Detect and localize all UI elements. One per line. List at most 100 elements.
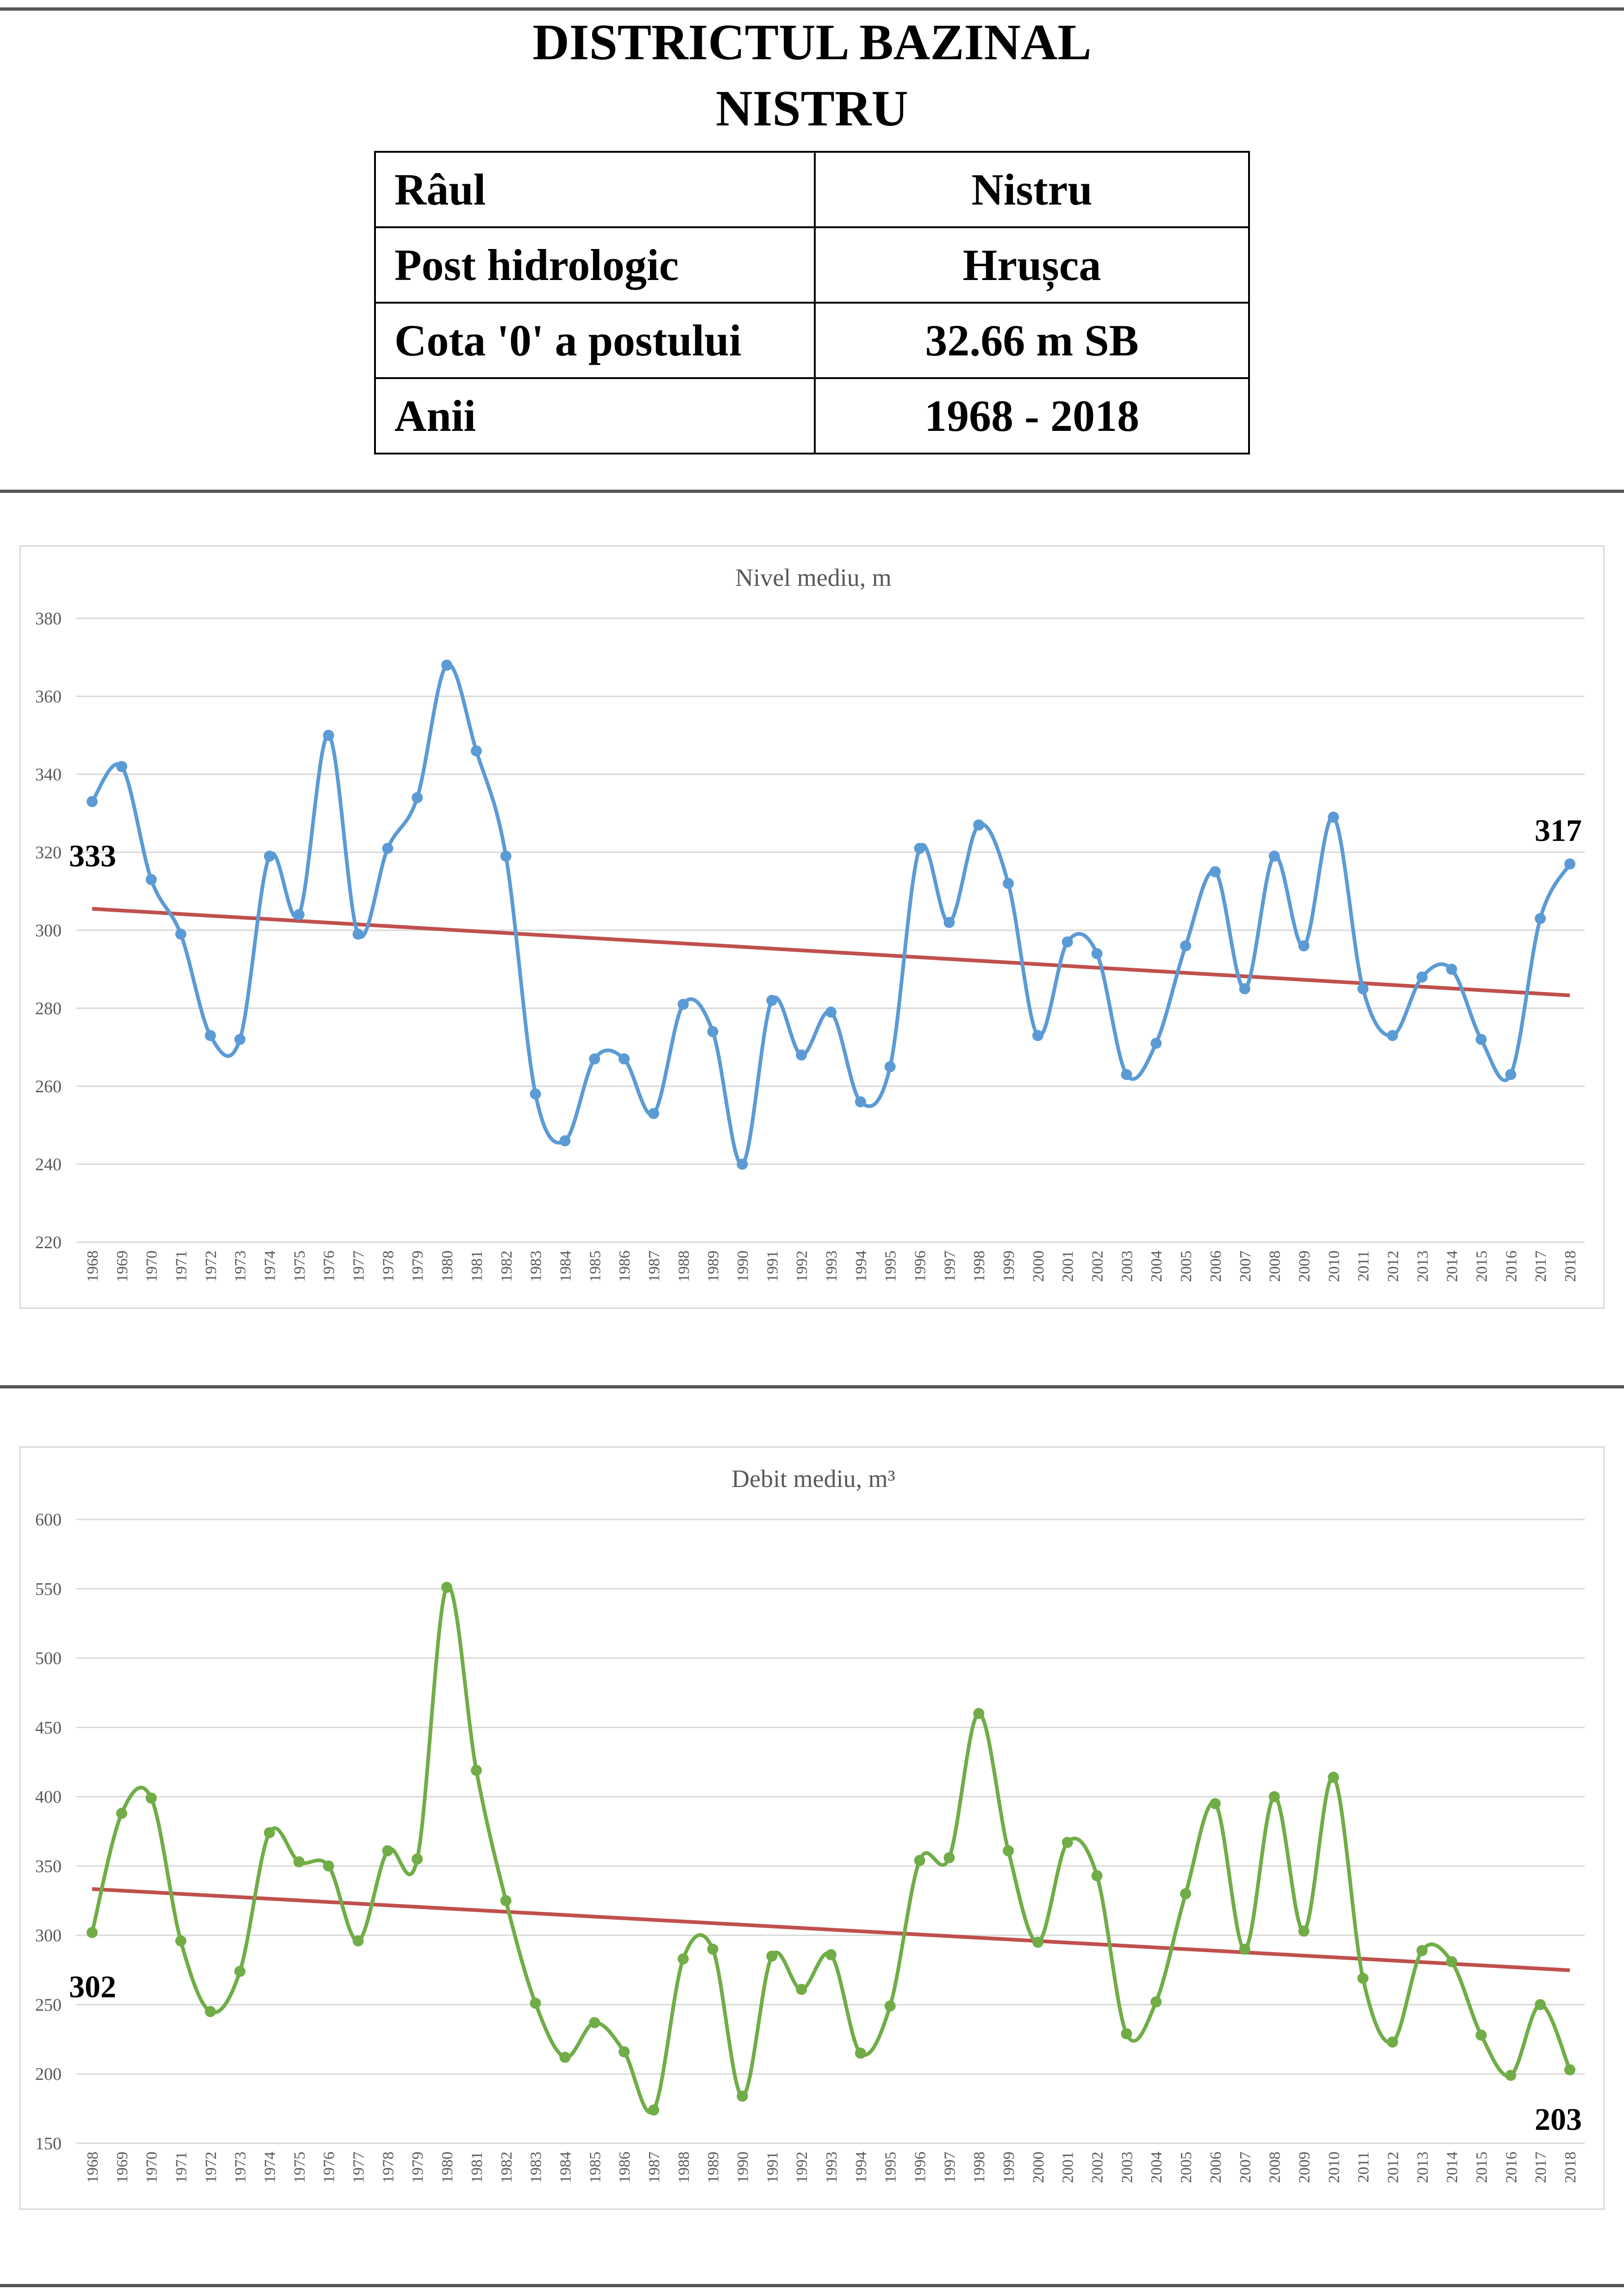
x-tick-label: 1996 (912, 2152, 929, 2183)
x-tick-label: 1976 (321, 2152, 338, 2183)
data-point (1416, 971, 1428, 983)
x-tick-label: 1979 (409, 1251, 426, 1282)
data-point (1475, 1033, 1487, 1045)
data-point (1032, 1936, 1043, 1948)
y-tick-label: 220 (35, 1233, 62, 1252)
table-row: Cota '0' a postului 32.66 m SB (374, 302, 1250, 379)
level-chart-svg: Nivel mediu, m 220 240 260 280 300 320 340 360 38… (35, 564, 1585, 1282)
level-chart: Nivel mediu, m 220 240 260 280 300 320 340 360 38… (19, 545, 1605, 1309)
data-point (1121, 1069, 1132, 1080)
data-point (855, 2047, 866, 2059)
data-point (1268, 850, 1280, 862)
x-tick-label: 1987 (646, 1251, 663, 1282)
data-point (1298, 1925, 1310, 1937)
row-value-datum: 32.66 m SB (814, 302, 1250, 379)
x-tick-label: 2015 (1473, 2152, 1490, 2183)
data-point (796, 1049, 807, 1061)
y-tick-label: 280 (35, 999, 62, 1019)
x-tick-label: 2013 (1414, 2152, 1431, 2183)
x-tick-label: 1995 (882, 1251, 899, 1282)
trend-line (92, 1887, 1570, 1972)
data-point (1209, 866, 1221, 877)
section-rule-1 (0, 490, 1624, 493)
x-tick-label: 1994 (853, 2152, 870, 2183)
x-tick-label: 1978 (380, 1251, 397, 1282)
value-annotation: 203 (1535, 2102, 1582, 2137)
data-point (1475, 2029, 1487, 2041)
x-tick-label: 2001 (1060, 2152, 1077, 2183)
data-point (352, 928, 364, 940)
data-point (914, 843, 925, 854)
row-value-river: Nistru (814, 151, 1250, 228)
x-tick-label: 1985 (587, 1251, 604, 1282)
value-annotation: 317 (1535, 813, 1582, 848)
x-tick-label: 1991 (764, 2152, 781, 2183)
x-tick-label: 1980 (439, 2152, 456, 2183)
x-tick-label: 1981 (468, 2152, 486, 2183)
series-line (90, 1584, 1572, 2115)
data-point (441, 1581, 453, 1593)
data-point (914, 1854, 925, 1866)
data-point (530, 1997, 541, 2009)
x-tick-label: 1968 (84, 1251, 101, 1282)
x-tick-label: 2017 (1532, 1251, 1549, 1282)
data-point (737, 2091, 748, 2102)
data-point (884, 1061, 896, 1072)
y-tick-label: 500 (35, 1649, 62, 1668)
x-tick-label: 2002 (1089, 2152, 1106, 2183)
data-point (677, 1953, 689, 1965)
data-point (1091, 948, 1103, 959)
data-point (1357, 1972, 1369, 1984)
data-point (145, 874, 157, 885)
x-tick-label: 1974 (262, 2152, 279, 2183)
data-point (264, 850, 275, 862)
data-point (293, 1856, 305, 1867)
top-rule (0, 7, 1624, 11)
x-tick-label: 2012 (1385, 2152, 1402, 2183)
data-point (264, 1827, 275, 1838)
data-point (234, 1033, 246, 1045)
x-tick-label: 2014 (1444, 2152, 1461, 2183)
data-point (1268, 1791, 1280, 1803)
y-tick-label: 550 (35, 1580, 62, 1599)
x-tick-label: 2013 (1414, 1251, 1431, 1282)
x-tick-label: 1976 (321, 1251, 338, 1282)
y-tick-label: 450 (35, 1718, 62, 1737)
data-point (1446, 964, 1457, 975)
x-tick-label: 2009 (1296, 2152, 1313, 2183)
x-tick-label: 1985 (587, 2152, 604, 2183)
x-tick-label: 2005 (1178, 2152, 1195, 2183)
data-point (175, 1935, 187, 1947)
data-point (1150, 1038, 1162, 1049)
data-point (1505, 2070, 1517, 2081)
data-point (766, 1950, 778, 1962)
data-point (589, 1053, 600, 1065)
station-info-table: Râul Nistru Post hidrologic Hrușca Cota … (374, 151, 1250, 454)
data-point (1209, 1798, 1221, 1810)
x-tick-label: 1999 (1000, 2152, 1018, 2183)
data-point (648, 2104, 659, 2116)
chart-title: Debit mediu, m³ (731, 1465, 895, 1493)
x-tick-label: 1999 (1000, 1251, 1018, 1282)
x-tick-label: 2016 (1503, 2152, 1520, 2183)
x-tick-label: 1977 (350, 1251, 368, 1282)
data-point (707, 1026, 718, 1038)
table-row: Post hidrologic Hrușca (374, 226, 1250, 304)
x-tick-label: 1986 (616, 1251, 633, 1282)
x-tick-label: 1968 (84, 2152, 101, 2183)
y-tick-label: 400 (35, 1787, 62, 1807)
data-point (382, 1845, 394, 1856)
data-point (1298, 940, 1310, 952)
data-point (323, 1860, 334, 1872)
x-tick-label: 1980 (439, 1251, 456, 1282)
data-point (825, 1949, 837, 1960)
y-tick-label: 340 (35, 765, 62, 784)
y-tick-label: 260 (35, 1077, 62, 1096)
data-point (1535, 913, 1546, 924)
data-point (973, 819, 985, 831)
x-tick-label: 2007 (1237, 1251, 1254, 1282)
x-tick-label: 1983 (528, 2152, 545, 2183)
section-rule-2 (0, 1385, 1624, 1388)
data-point (1564, 858, 1575, 870)
x-tick-label: 2010 (1325, 1251, 1343, 1282)
